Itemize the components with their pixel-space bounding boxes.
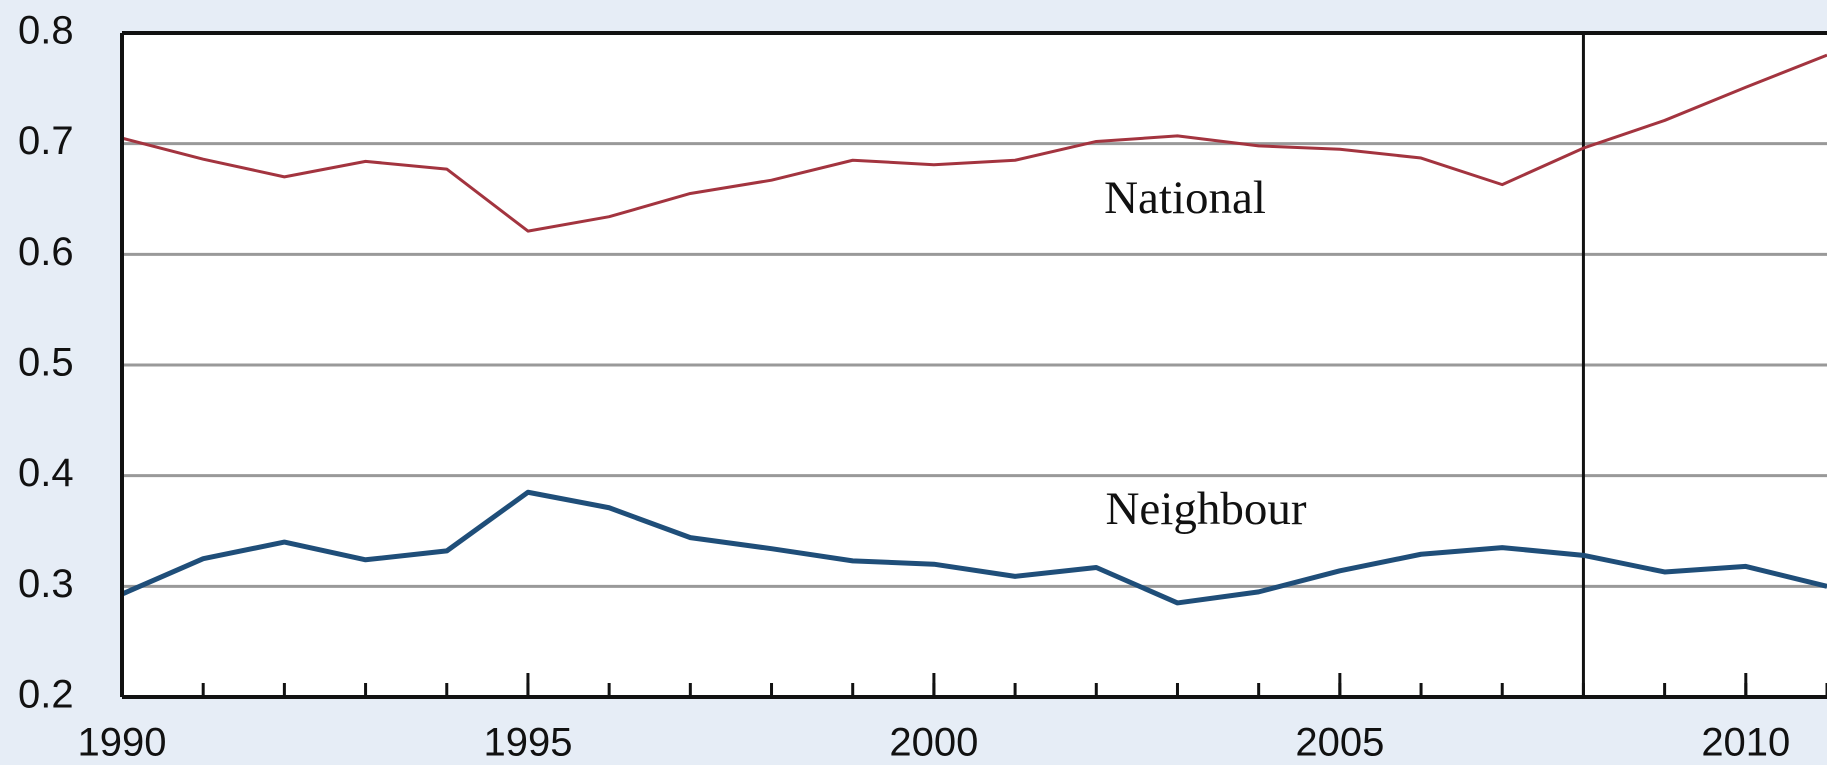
- series-line: [121, 53, 1827, 233]
- y-tick-label: 0.4: [18, 451, 74, 495]
- x-tick-label: 2000: [889, 721, 978, 765]
- y-tick-label: 0.2: [18, 673, 74, 717]
- y-tick-label: 0.3: [18, 562, 74, 606]
- y-tick-label: 0.5: [18, 341, 74, 385]
- y-tick-label: 0.8: [18, 9, 74, 53]
- x-tick-label: 2010: [1701, 721, 1790, 765]
- series-annotation: Neighbour: [1105, 483, 1306, 535]
- x-tick-label: 2005: [1295, 721, 1384, 765]
- series-line: [121, 489, 1827, 606]
- y-tick-label: 0.7: [18, 119, 74, 163]
- x-tick-label: 1990: [78, 721, 167, 765]
- y-tick-label: 0.6: [18, 230, 74, 274]
- x-tick-label: 1995: [483, 721, 572, 765]
- series-annotation: National: [1104, 172, 1266, 224]
